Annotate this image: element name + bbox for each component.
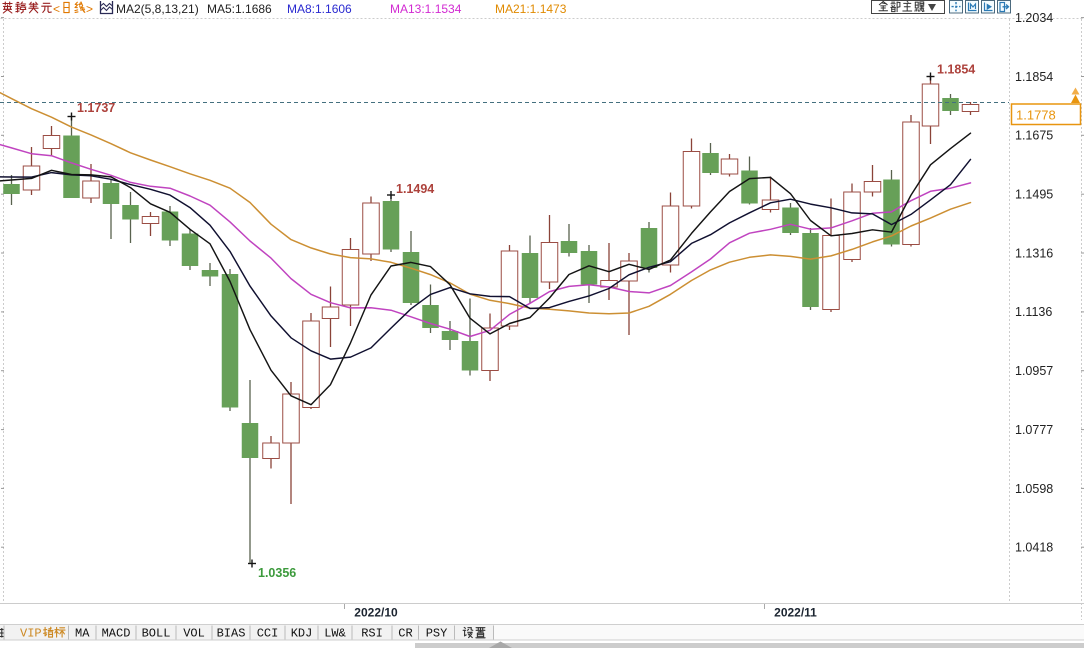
- svg-text:1.1316: 1.1316: [1015, 246, 1053, 260]
- svg-text:1.0777: 1.0777: [1015, 423, 1053, 437]
- svg-text:MA2(5,8,13,21): MA2(5,8,13,21): [116, 2, 199, 16]
- svg-text:2022/11: 2022/11: [774, 606, 817, 620]
- svg-text:MA21:1.1473: MA21:1.1473: [495, 2, 567, 16]
- svg-text:BIAS: BIAS: [217, 627, 246, 641]
- svg-text:PSY: PSY: [426, 627, 448, 641]
- svg-text:1.2034: 1.2034: [1015, 11, 1053, 25]
- svg-text:>: >: [86, 2, 93, 16]
- svg-text:<: <: [53, 2, 60, 16]
- svg-text:1.1778: 1.1778: [1016, 108, 1056, 123]
- svg-text:KDJ: KDJ: [291, 627, 313, 641]
- svg-text:BOLL: BOLL: [142, 627, 171, 641]
- svg-text:1.0957: 1.0957: [1015, 364, 1053, 378]
- svg-text:1.1854: 1.1854: [1015, 70, 1053, 84]
- svg-text:MA13:1.1534: MA13:1.1534: [390, 2, 462, 16]
- svg-text:CCI: CCI: [257, 627, 279, 641]
- svg-text:MA: MA: [75, 627, 90, 641]
- svg-text:1.1854: 1.1854: [937, 63, 975, 77]
- svg-text:MACD: MACD: [102, 627, 131, 641]
- svg-text:MA5:1.1686: MA5:1.1686: [207, 2, 272, 16]
- svg-text:2022/10: 2022/10: [354, 606, 398, 620]
- svg-text:LW&: LW&: [324, 627, 346, 641]
- svg-text:1.1494: 1.1494: [396, 182, 434, 196]
- svg-text:1.1136: 1.1136: [1015, 305, 1052, 319]
- svg-text:VOL: VOL: [183, 627, 205, 641]
- svg-text:1.1495: 1.1495: [1015, 188, 1053, 202]
- svg-text:1.1737: 1.1737: [77, 101, 115, 115]
- svg-text:CR: CR: [398, 627, 412, 641]
- svg-text:VIP: VIP: [20, 627, 42, 641]
- svg-text:1.0418: 1.0418: [1015, 541, 1053, 555]
- svg-text:MA8:1.1606: MA8:1.1606: [287, 2, 352, 16]
- svg-text:RSI: RSI: [361, 627, 383, 641]
- svg-text:1.0598: 1.0598: [1015, 482, 1053, 496]
- svg-text:1.1675: 1.1675: [1015, 129, 1053, 143]
- svg-text:1.0356: 1.0356: [258, 566, 296, 580]
